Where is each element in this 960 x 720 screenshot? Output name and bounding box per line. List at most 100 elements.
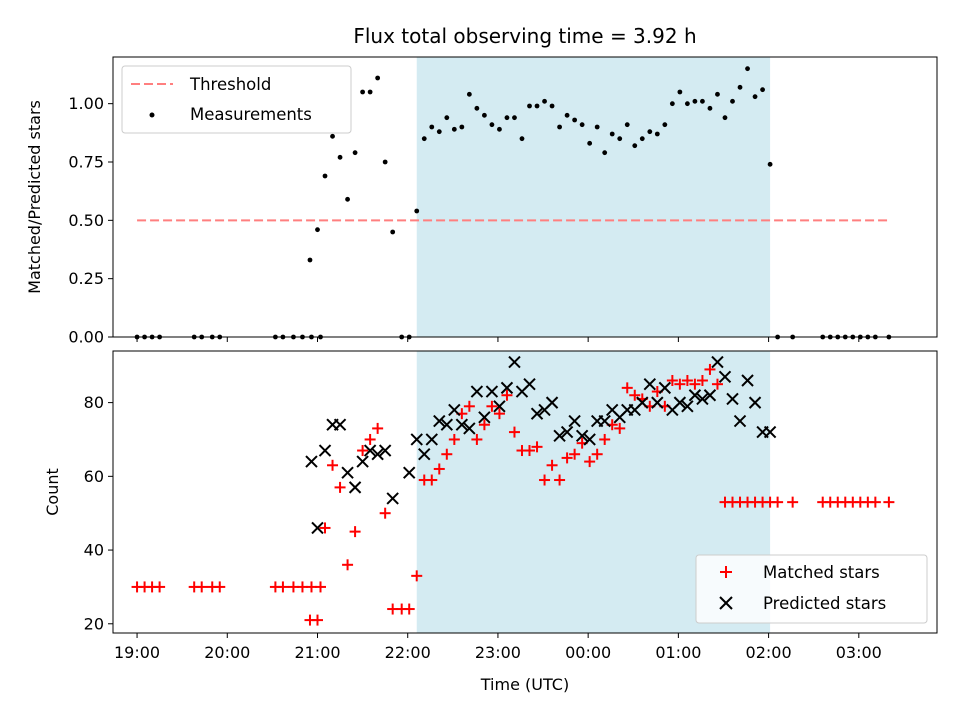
matched-star-marker	[787, 496, 799, 508]
predicted-star-marker	[575, 429, 589, 442]
predicted-star-marker	[741, 374, 754, 387]
top-panel: 0.00 0.25 0.50 0.75 1.00 Flux total observin…	[25, 24, 938, 347]
measurement-point	[587, 140, 593, 146]
matched-star-marker	[311, 614, 323, 626]
predicted-star-marker	[386, 492, 399, 505]
bottom-y-tick-label: 60	[84, 467, 104, 486]
bottom-y-tick-label: 80	[84, 393, 104, 412]
chart-title: Flux total observing time = 3.92 h	[353, 24, 696, 48]
x-tick-label: 21:00	[294, 643, 340, 662]
predicted-star-marker	[583, 433, 596, 446]
top-legend-box	[121, 65, 352, 134]
measurement-point	[414, 208, 420, 214]
predicted-star-marker	[463, 422, 476, 435]
matched-star-marker	[501, 389, 513, 401]
matched-star-marker	[486, 400, 498, 412]
measurement-point	[745, 66, 750, 72]
predicted-star-marker	[530, 407, 544, 420]
predicted-star-marker	[348, 481, 362, 494]
predicted-star-marker	[703, 389, 717, 402]
measurement-point	[707, 105, 713, 111]
matched-star-marker	[403, 603, 415, 615]
measurement-point	[654, 131, 660, 137]
matched-star-marker	[463, 400, 475, 412]
predicted-star-marker	[305, 455, 318, 468]
predicted-star-marker	[545, 396, 559, 409]
matched-star-marker	[772, 496, 784, 508]
measurement-point	[466, 91, 472, 97]
predicted-star-marker	[711, 355, 724, 369]
measurement-point	[322, 173, 328, 179]
legend-predicted-label: Predicted stars	[763, 594, 886, 613]
matched-star-marker	[426, 474, 438, 486]
measurement-point	[482, 112, 487, 118]
predicted-star-marker	[508, 355, 521, 369]
measurement-point	[382, 159, 388, 165]
top-highlight-band	[416, 57, 771, 337]
matched-star-marker	[334, 481, 346, 493]
x-tick-label: 19:00	[114, 643, 160, 662]
x-tick-label: 01:00	[655, 643, 701, 662]
measurement-point	[497, 126, 502, 132]
matched-star-marker	[196, 581, 208, 593]
matched-star-marker	[508, 426, 520, 438]
matched-star-marker	[614, 422, 626, 434]
measurement-point	[307, 257, 313, 263]
matched-star-marker	[591, 448, 603, 460]
measurement-point	[594, 124, 600, 130]
matched-star-marker	[681, 374, 693, 386]
matched-star-marker	[666, 374, 678, 386]
measurement-point	[624, 122, 630, 128]
matched-star-marker	[539, 474, 551, 486]
measurement-point	[352, 150, 358, 156]
matched-star-marker	[621, 382, 633, 394]
matched-star-marker	[674, 378, 686, 390]
measurement-point	[737, 84, 743, 90]
matched-star-marker	[357, 445, 369, 457]
top-y-tick-label: 1.00	[68, 94, 104, 113]
predicted-star-marker	[500, 381, 514, 395]
predicted-star-marker	[568, 414, 581, 428]
legend-matched-label: Matched stars	[763, 563, 880, 582]
matched-star-marker	[154, 581, 166, 593]
predicted-star-marker	[553, 429, 566, 442]
predicted-star-marker	[763, 425, 777, 439]
measurement-point	[459, 124, 465, 130]
predicted-star-marker	[673, 396, 687, 409]
x-tick-label: 00:00	[565, 643, 611, 662]
matched-star-marker	[411, 570, 423, 582]
matched-star-marker	[696, 374, 708, 386]
matched-star-marker	[869, 496, 881, 508]
measurement-point	[700, 98, 705, 104]
predicted-star-marker	[651, 396, 664, 409]
measurement-point	[767, 161, 773, 167]
measurement-point	[444, 115, 450, 121]
top-y-tick-label: 0.75	[68, 153, 104, 172]
bottom-legend: Matched stars Predicted stars	[695, 554, 928, 624]
predicted-star-marker	[378, 444, 392, 457]
matched-star-marker	[342, 559, 354, 571]
matched-star-marker	[689, 378, 701, 390]
predicted-star-marker	[333, 418, 347, 431]
predicted-star-marker	[318, 444, 332, 457]
matched-star-marker	[704, 363, 716, 375]
measurement-point	[684, 101, 690, 107]
predicted-star-marker	[425, 433, 438, 446]
measurement-point	[557, 124, 562, 130]
predicted-star-marker	[410, 433, 423, 446]
matched-star-marker	[471, 433, 483, 445]
predicted-star-marker	[598, 414, 611, 428]
matched-star-marker	[319, 522, 331, 534]
measurement-point	[474, 105, 480, 111]
matched-star-marker	[433, 463, 445, 475]
measurement-point	[549, 103, 555, 109]
predicted-star-marker	[485, 385, 499, 398]
legend-threshold-label: Threshold	[189, 75, 271, 94]
top-axes-frame	[112, 56, 938, 338]
predicted-star-marker	[560, 425, 574, 439]
measurement-point	[692, 98, 698, 104]
top-y-tick-label: 0.25	[68, 269, 104, 288]
matched-star-marker	[599, 433, 611, 445]
matched-star-marker	[629, 389, 641, 401]
measurement-point	[375, 75, 381, 81]
